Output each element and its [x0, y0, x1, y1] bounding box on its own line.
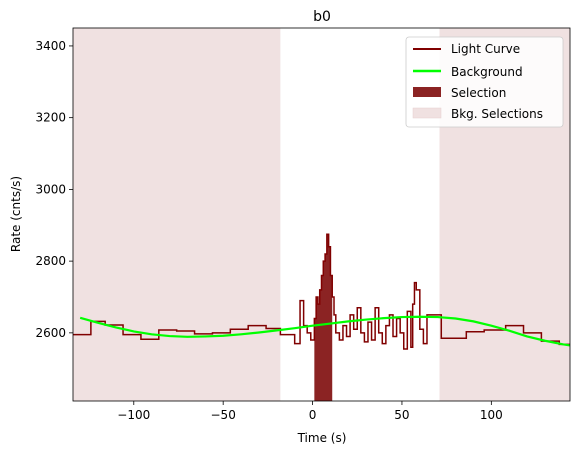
x-tick-label: −100	[117, 408, 150, 422]
light-curve-line	[73, 233, 570, 350]
x-axis: −100 −50 0 50 100	[117, 401, 503, 422]
plot-frame	[72, 27, 571, 402]
legend: Light Curve Background Selection Bkg. Se…	[405, 36, 564, 128]
y-tick-label: 3200	[35, 111, 66, 125]
y-tick-label: 2800	[35, 254, 66, 268]
x-tick-label: 0	[309, 408, 317, 422]
y-tick-label: 2600	[35, 326, 66, 340]
background-line	[79, 315, 571, 347]
y-tick-label: 3000	[35, 182, 66, 196]
legend-swatch-selection	[413, 87, 441, 97]
y-axis: 2600 2800 3000 3200 3400	[35, 39, 73, 340]
x-tick-label: 50	[394, 408, 409, 422]
legend-frame	[405, 36, 564, 128]
legend-swatch-bkg-selections	[412, 107, 442, 119]
y-tick-label: 3400	[35, 39, 66, 53]
y-axis-label: Rate (cnts/s)	[9, 176, 23, 252]
chart-title: b0	[313, 9, 331, 25]
bkg-selection-region-1	[73, 28, 281, 401]
x-tick-label: 100	[480, 408, 503, 422]
legend-label-background: Background	[451, 65, 523, 79]
legend-label-bkg-selections: Bkg. Selections	[451, 107, 543, 121]
x-tick-label: −50	[211, 408, 236, 422]
x-axis-label: Time (s)	[297, 431, 347, 445]
legend-label-selection: Selection	[451, 86, 506, 100]
legend-label-light-curve: Light Curve	[451, 42, 520, 56]
selection-region	[314, 234, 333, 401]
